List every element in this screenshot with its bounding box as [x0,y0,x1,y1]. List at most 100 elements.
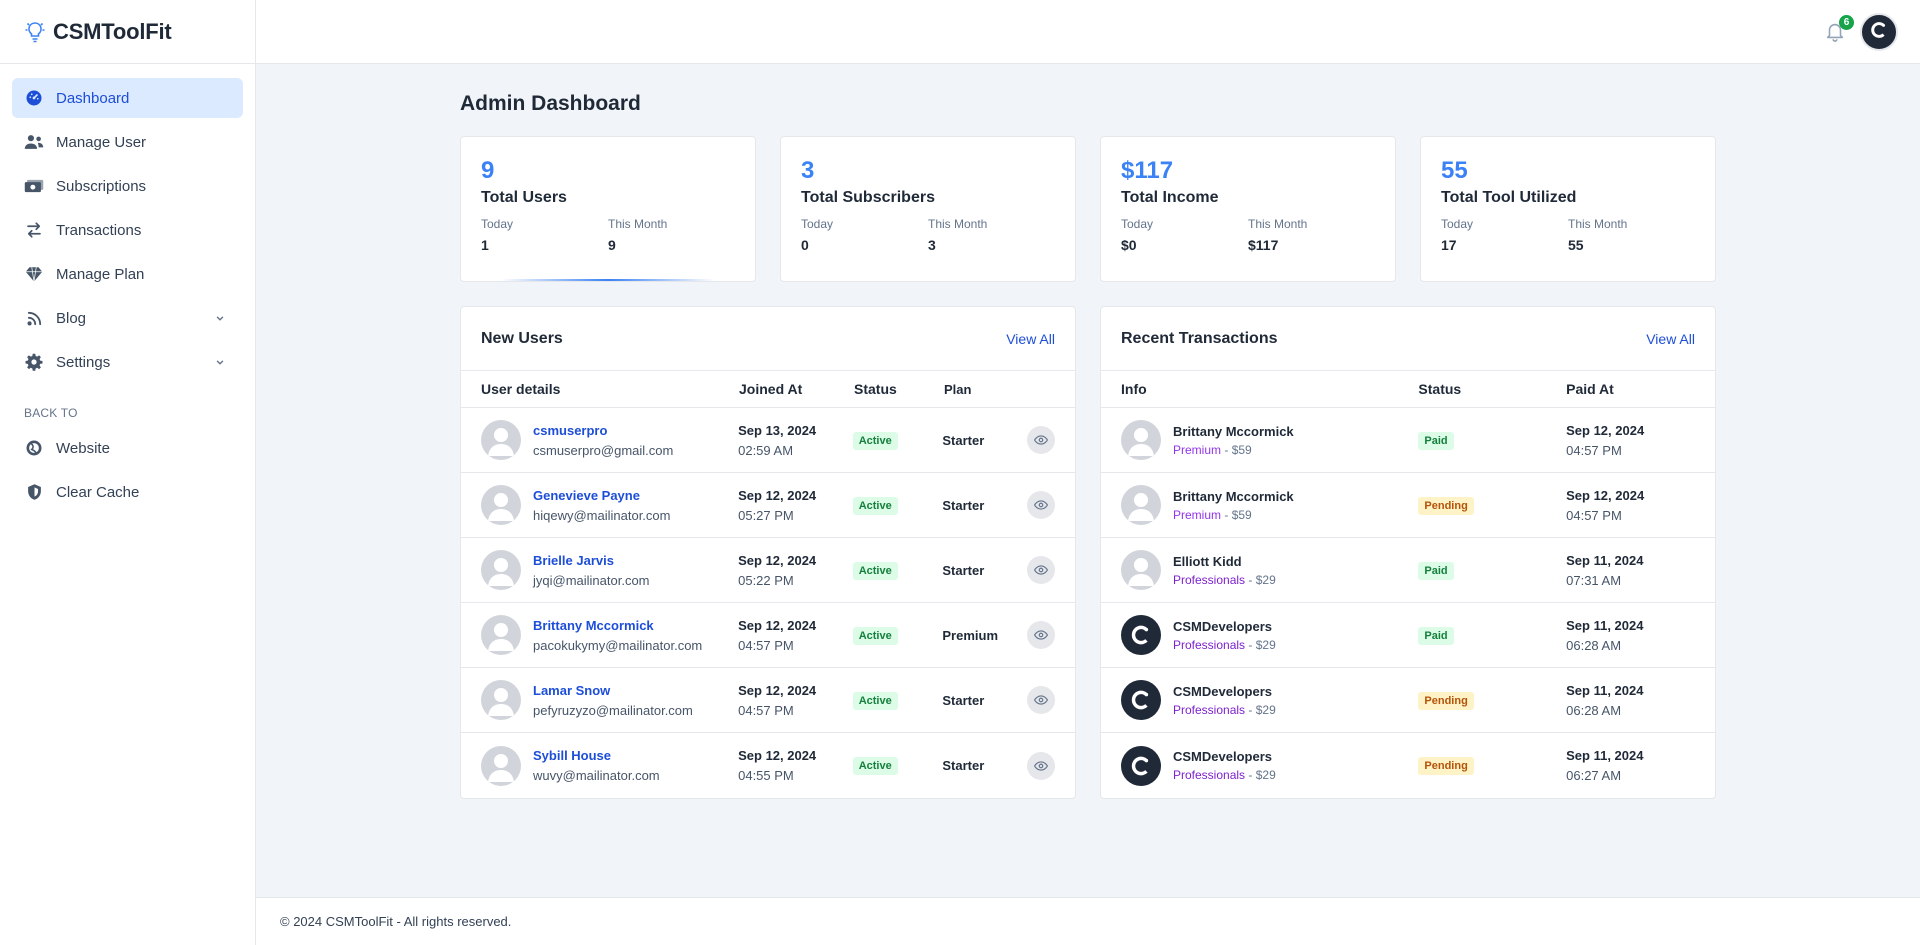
nav-section-label: BACK TO [24,406,78,420]
status-cell: Pending [1418,496,1566,515]
paid-at-cell: Sep 11, 2024 06:27 AM [1566,748,1695,783]
column-header: Info [1121,381,1147,397]
status-cell: Active [852,756,943,775]
stat-today-value: 17 [1441,237,1457,253]
sidebar-item-label: Transactions [56,221,142,239]
table-row: Elliott Kidd Professionals - $29 Paid Sep 1… [1101,538,1715,603]
paid-time: 04:57 PM [1566,442,1622,458]
page-title: Admin Dashboard [460,92,641,115]
plan-name: Professionals [1173,637,1246,652]
stat-label: Total Tool Utilized [1441,189,1577,206]
plan-name: Starter [942,692,985,708]
user-avatar-button[interactable] [1860,13,1898,51]
gear-icon [24,352,44,372]
amount: $59 [1231,507,1252,522]
amount: $29 [1255,768,1276,782]
amount: $29 [1255,702,1276,717]
status-cell: Paid [1418,626,1566,645]
joined-at-cell: Sep 12, 2024 04:57 PM [738,618,853,653]
paid-at-cell: Sep 11, 2024 07:31 AM [1566,553,1695,588]
stat-month-label: This Month [1568,217,1628,231]
separator: - [1248,572,1253,587]
user-name-link[interactable]: Lamar Snow [533,682,611,698]
sidebar-item-subscriptions[interactable]: Subscriptions [12,166,243,206]
footer: © 2024 CSMToolFit - All rights reserved. [256,897,1920,945]
sidebar-item-manage-user[interactable]: Manage User [12,122,243,162]
view-user-button[interactable] [1027,426,1055,454]
topbar: 6 [256,0,1920,64]
paid-date: Sep 12, 2024 [1566,422,1645,438]
plan-amount: Professionals - $29 [1173,573,1276,587]
sidebar-item-transactions[interactable]: Transactions [12,210,243,250]
view-all-transactions-link[interactable]: View All [1646,330,1695,347]
status-badge: Active [852,691,898,710]
company-logo-icon [1868,19,1890,46]
stat-card-total-tool-utilized: 55 Total Tool Utilized Today 17 This Mont… [1420,136,1716,282]
bell-icon [1824,23,1846,46]
plan-amount: Professionals - $29 [1173,638,1276,652]
paid-date: Sep 11, 2024 [1566,682,1644,698]
avatar [1121,615,1161,655]
user-name-link[interactable]: Brielle Jarvis [533,552,614,568]
status-badge: Paid [1418,431,1454,450]
view-user-button[interactable] [1027,686,1055,714]
table-row: Brittany Mccormick pacokukymy@mailinator.… [461,603,1075,668]
plan-name: Starter [942,562,985,578]
status-badge: Active [852,496,898,515]
transaction-info-cell: Elliott Kidd Professionals - $29 [1121,550,1418,590]
user-name-link[interactable]: Genevieve Payne [533,487,640,503]
status-badge: Pending [1418,496,1474,515]
table-row: Genevieve Payne hiqewy@mailinator.com Sep … [461,473,1075,538]
user-name-link[interactable]: Sybill House [533,748,612,763]
sidebar-item-manage-plan[interactable]: Manage Plan [12,254,243,294]
sidebar-item-label: Blog [56,309,87,327]
sidebar-item-label: Clear Cache [56,483,140,501]
table-row: CSMDevelopers Professionals - $29 Pending S… [1101,733,1715,798]
panel-title: New Users [481,329,563,347]
user-details-cell: Brielle Jarvis jyqi@mailinator.com [481,550,738,590]
table-row: Sybill House wuvy@mailinator.com Sep 12, 2… [461,733,1075,798]
stat-today-value: 1 [481,237,489,253]
user-name-link[interactable]: csmuserpro [533,422,608,438]
view-user-button[interactable] [1027,751,1055,780]
stat-label: Total Users [481,189,567,206]
joined-time: 04:55 PM [738,768,794,783]
stat-value: $117 [1121,157,1174,184]
paid-date: Sep 11, 2024 [1566,748,1644,763]
transaction-info-cell: Brittany Mccormick Premium - $59 [1121,485,1418,525]
user-details-cell: Lamar Snow pefyruzyzo@mailinator.com [481,680,738,720]
stat-month-value: 3 [928,237,936,253]
eye-icon [1034,693,1048,707]
stats-row: 9 Total Users Today 1 This Month 9 3 Total… [460,136,1716,282]
transaction-info-cell: CSMDevelopers Professionals - $29 [1121,615,1418,655]
user-name-link[interactable]: Brittany Mccormick [533,617,654,633]
payer-name: CSMDevelopers [1173,749,1272,764]
view-all-users-link[interactable]: View All [1006,330,1055,347]
sidebar-item-settings[interactable]: Settings [12,342,243,382]
view-user-button[interactable] [1027,556,1055,584]
plan-amount: Professionals - $29 [1173,703,1276,717]
sidebar-item-website[interactable]: Website [12,428,243,468]
joined-time: 05:27 PM [738,507,794,523]
sidebar: CSMToolFit Dashboard Manage User Subscri… [0,0,256,945]
paid-at-cell: Sep 12, 2024 04:57 PM [1566,488,1695,523]
notification-count-badge: 6 [1839,15,1854,30]
chevron-down-icon [213,355,227,369]
view-user-button[interactable] [1027,491,1055,519]
joined-date: Sep 12, 2024 [738,682,817,698]
joined-at-cell: Sep 12, 2024 05:22 PM [738,553,853,588]
sidebar-item-clear-cache[interactable]: Clear Cache [12,472,243,512]
sidebar-item-label: Settings [56,353,111,371]
stat-label: Total Subscribers [801,189,935,206]
stat-month-value: 55 [1568,237,1584,253]
view-user-button[interactable] [1027,621,1055,649]
joined-at-cell: Sep 12, 2024 05:27 PM [738,488,853,523]
main-content: Admin Dashboard 9 Total Users Today 1 Thi… [460,64,1716,799]
joined-time: 02:59 AM [738,442,794,458]
sidebar-item-blog[interactable]: Blog [12,298,243,338]
notifications-button[interactable]: 6 [1824,15,1854,46]
brand[interactable]: CSMToolFit [0,0,255,64]
sidebar-item-dashboard[interactable]: Dashboard [12,78,243,118]
separator: - [1248,702,1253,717]
column-header: User details [481,381,561,397]
